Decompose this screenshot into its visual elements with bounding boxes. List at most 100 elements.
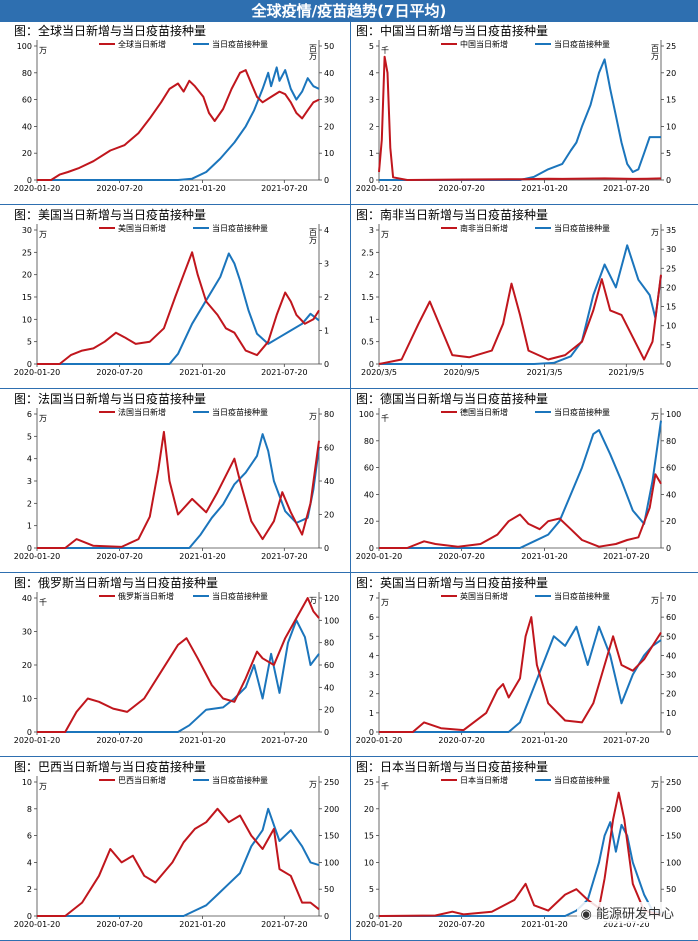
- y-tick-label-right: 30: [324, 96, 334, 105]
- right-unit-label: 万: [309, 412, 318, 421]
- left-unit-label: 万: [39, 414, 48, 423]
- y-tick-label-left: 100: [17, 42, 32, 51]
- watermark-icon: ◉: [580, 907, 596, 922]
- row-divider: [0, 756, 698, 757]
- y-tick-label-right: 50: [324, 42, 334, 51]
- y-tick-label-right: 40: [324, 477, 334, 486]
- y-tick-label-left: 0: [369, 360, 374, 369]
- y-tick-label-left: 0: [27, 176, 32, 185]
- left-unit-label: 千: [381, 413, 390, 423]
- y-tick-label-right: 150: [324, 832, 339, 841]
- cases-series-line: [37, 69, 320, 181]
- x-tick-label: 2021-01-20: [179, 368, 226, 376]
- legend-label-cases: 中国当日新增: [460, 39, 508, 49]
- y-tick-label-right: 60: [666, 613, 676, 622]
- x-tick-label: 2021-01-20: [179, 920, 226, 928]
- chart-svg: 0 20 40 60 80 100 0 20 40 60 80 100 2020-01-20 2020-0…: [356, 407, 682, 560]
- legend-label-cases: 美国当日新增: [118, 223, 166, 233]
- right-unit-label: 万: [651, 596, 660, 605]
- x-tick-label: 2020-07-20: [438, 552, 485, 560]
- x-tick-label: 2020-01-20: [14, 552, 61, 560]
- right-unit-label: 万: [651, 780, 660, 789]
- legend-label-vaccine: 当日疫苗接种量: [554, 591, 610, 601]
- y-tick-label-left: 4: [369, 651, 374, 660]
- x-tick-label: 2020-01-20: [356, 552, 403, 560]
- y-tick-label-right: 2: [324, 293, 329, 302]
- y-tick-label-left: 0: [369, 912, 374, 921]
- x-tick-label: 2021/3/5: [527, 368, 563, 376]
- y-tick-label-left: 1: [27, 522, 32, 531]
- chart-panel: 图：德国当日新增与当日疫苗接种量 0 20 40 60 80 100 0 20 40 60 80 100…: [353, 390, 691, 560]
- right-unit-label: 百万: [651, 44, 660, 61]
- y-tick-label-right: 30: [666, 671, 676, 680]
- y-tick-label-right: 20: [324, 706, 334, 715]
- legend-label-vaccine: 当日疫苗接种量: [212, 39, 268, 49]
- y-tick-label-left: 1: [369, 709, 374, 718]
- y-tick-label-left: 4: [27, 455, 32, 464]
- y-tick-label-right: 60: [666, 464, 676, 473]
- legend-label-vaccine: 当日疫苗接种量: [212, 591, 268, 601]
- y-tick-label-left: 4: [369, 69, 374, 78]
- vaccine-series-line: [379, 244, 662, 365]
- legend-label-vaccine: 当日疫苗接种量: [554, 775, 610, 785]
- chart-svg: 0 10 20 30 40 0 20 40 60 80 100 120 2020-01-20 2020-0…: [14, 591, 340, 744]
- right-unit-label: 万: [651, 228, 660, 237]
- left-unit-label: 万: [381, 230, 390, 239]
- y-tick-label-right: 50: [666, 885, 676, 894]
- y-tick-label-left: 30: [22, 226, 32, 235]
- x-tick-label: 2021-01-20: [179, 552, 226, 560]
- y-tick-label-right: 100: [666, 858, 681, 867]
- legend-label-vaccine: 当日疫苗接种量: [212, 775, 268, 785]
- legend-label-cases: 俄罗斯当日新增: [118, 591, 174, 601]
- cases-series-line: [37, 251, 320, 365]
- y-tick-label-right: 70: [666, 594, 676, 603]
- y-tick-label-left: 4: [27, 858, 32, 867]
- y-tick-label-right: 250: [666, 778, 681, 787]
- y-tick-label-left: 10: [22, 778, 32, 787]
- cases-series-line: [378, 274, 662, 365]
- y-tick-label-left: 5: [369, 632, 374, 641]
- y-tick-label-left: 10: [22, 695, 32, 704]
- y-tick-label-right: 20: [666, 517, 676, 526]
- legend-label-cases: 德国当日新增: [460, 407, 508, 417]
- y-tick-label-right: 35: [666, 226, 676, 235]
- x-tick-label: 2020-07-20: [438, 184, 485, 192]
- x-tick-label: 2020-01-20: [14, 920, 61, 928]
- y-tick-label-right: 5: [666, 149, 671, 158]
- y-tick-label-right: 0: [324, 360, 329, 369]
- y-tick-label-left: 20: [364, 805, 374, 814]
- y-tick-label-left: 15: [364, 832, 374, 841]
- y-tick-label-right: 50: [324, 885, 334, 894]
- x-tick-label: 2021-07-20: [603, 184, 650, 192]
- y-tick-label-left: 5: [369, 885, 374, 894]
- y-tick-label-left: 25: [22, 248, 32, 257]
- y-tick-label-left: 6: [27, 832, 32, 841]
- y-tick-label-left: 0: [27, 360, 32, 369]
- x-tick-label: 2021-07-20: [603, 736, 650, 744]
- y-tick-label-left: 6: [27, 410, 32, 419]
- y-tick-label-left: 3: [27, 477, 32, 486]
- y-tick-label-left: 2: [369, 271, 374, 280]
- y-tick-label-left: 80: [364, 437, 374, 446]
- x-tick-label: 2021-01-20: [521, 552, 568, 560]
- left-unit-label: 万: [39, 782, 48, 791]
- y-tick-label-right: 40: [666, 490, 676, 499]
- y-tick-label-right: 250: [324, 778, 339, 787]
- chart-title: 图：全球当日新增与当日疫苗接种量: [14, 24, 207, 38]
- cases-series-line: [379, 473, 662, 549]
- y-tick-label-right: 50: [666, 632, 676, 641]
- x-tick-label: 2021-01-20: [179, 184, 226, 192]
- x-tick-label: 2021-01-20: [179, 736, 226, 744]
- legend-label-vaccine: 当日疫苗接种量: [212, 407, 268, 417]
- cases-series-line: [37, 807, 320, 917]
- x-tick-label: 2020-07-20: [96, 368, 143, 376]
- y-tick-label-right: 10: [666, 122, 676, 131]
- y-tick-label-left: 100: [359, 410, 374, 419]
- cases-series-line: [37, 597, 320, 733]
- y-tick-label-left: 20: [22, 661, 32, 670]
- chart-svg: 0 5 10 15 20 25 30 0 1 2 3 4 2020-01-20 2020-07-20 202…: [14, 223, 329, 376]
- x-tick-label: 2021-07-20: [261, 920, 308, 928]
- y-tick-label-left: 5: [27, 338, 32, 347]
- x-tick-label: 2021-07-20: [261, 184, 308, 192]
